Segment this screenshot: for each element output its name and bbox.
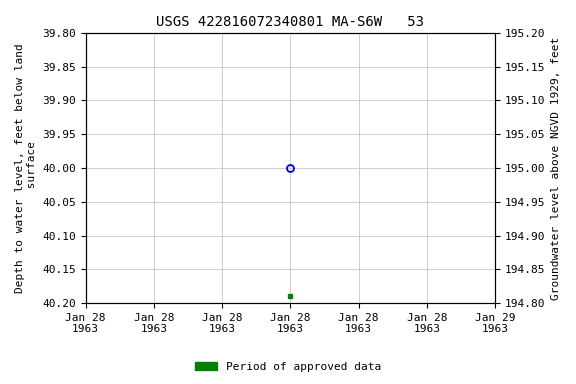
Legend: Period of approved data: Period of approved data: [191, 358, 385, 377]
Y-axis label: Depth to water level, feet below land
 surface: Depth to water level, feet below land su…: [15, 43, 37, 293]
Title: USGS 422816072340801 MA-S6W   53: USGS 422816072340801 MA-S6W 53: [157, 15, 425, 29]
Y-axis label: Groundwater level above NGVD 1929, feet: Groundwater level above NGVD 1929, feet: [551, 36, 561, 300]
